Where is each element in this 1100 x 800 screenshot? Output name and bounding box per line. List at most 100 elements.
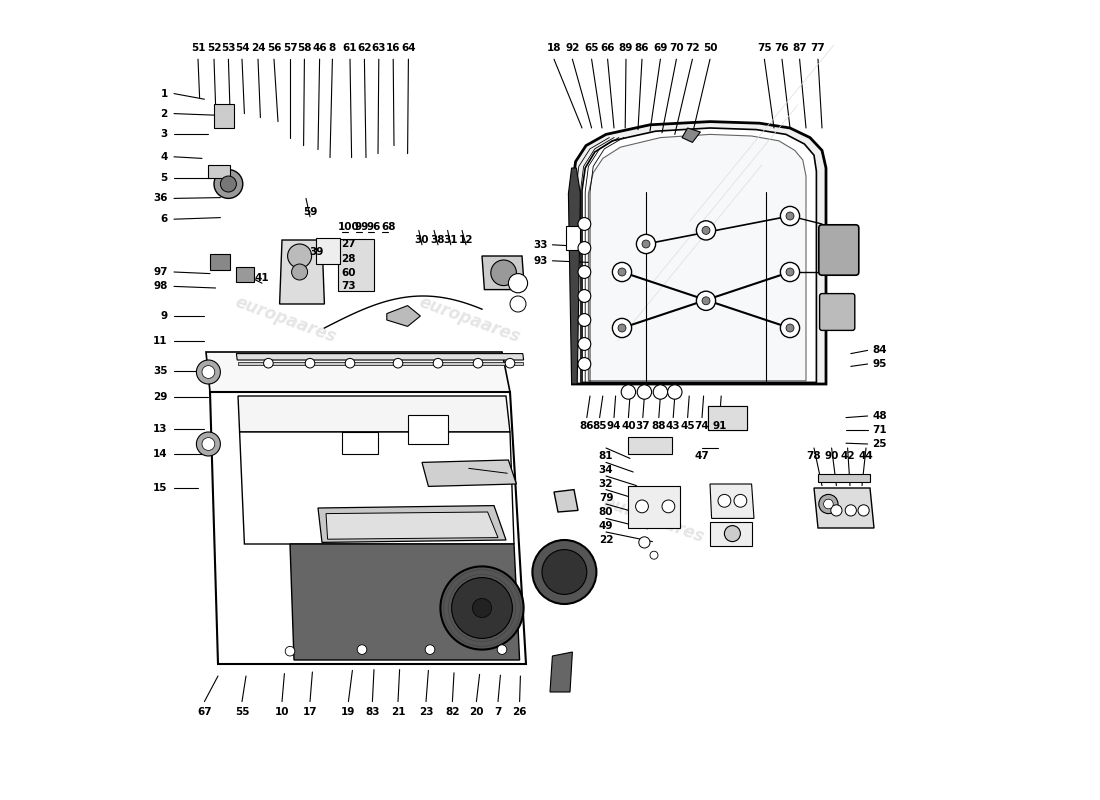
- Circle shape: [824, 499, 833, 509]
- Polygon shape: [240, 432, 514, 544]
- Circle shape: [508, 274, 528, 293]
- Polygon shape: [550, 652, 572, 692]
- Circle shape: [220, 176, 236, 192]
- Circle shape: [491, 260, 516, 286]
- Text: europaares: europaares: [233, 494, 339, 546]
- Text: 22: 22: [598, 535, 614, 545]
- Text: 25: 25: [872, 439, 887, 449]
- Text: 24: 24: [251, 43, 265, 53]
- Polygon shape: [818, 474, 870, 482]
- Bar: [708, 406, 747, 430]
- Circle shape: [780, 206, 800, 226]
- Circle shape: [197, 432, 220, 456]
- Text: 86: 86: [580, 421, 594, 430]
- Text: 5: 5: [161, 173, 167, 182]
- Circle shape: [668, 385, 682, 399]
- Text: 81: 81: [598, 451, 614, 461]
- Circle shape: [426, 645, 434, 654]
- Text: europaares: europaares: [601, 494, 707, 546]
- Polygon shape: [387, 306, 420, 326]
- Polygon shape: [238, 396, 510, 432]
- Polygon shape: [814, 488, 874, 528]
- Polygon shape: [569, 168, 581, 384]
- Circle shape: [642, 240, 650, 248]
- Text: 82: 82: [446, 707, 460, 717]
- Circle shape: [613, 262, 631, 282]
- Circle shape: [780, 262, 800, 282]
- Circle shape: [653, 385, 668, 399]
- Text: 68: 68: [381, 222, 396, 232]
- Polygon shape: [482, 256, 525, 290]
- Circle shape: [433, 358, 443, 368]
- Text: 98: 98: [153, 282, 167, 291]
- Text: europaares: europaares: [601, 294, 707, 346]
- Circle shape: [696, 221, 716, 240]
- Text: 63: 63: [372, 43, 386, 53]
- Polygon shape: [710, 522, 751, 546]
- Circle shape: [472, 598, 492, 618]
- Circle shape: [702, 226, 710, 234]
- Text: 6: 6: [161, 214, 167, 224]
- Circle shape: [618, 268, 626, 276]
- Text: 44: 44: [859, 451, 873, 461]
- Text: 69: 69: [653, 43, 668, 53]
- Circle shape: [578, 266, 591, 278]
- Circle shape: [818, 494, 838, 514]
- Bar: [338, 239, 374, 291]
- Circle shape: [830, 505, 842, 516]
- Text: 41: 41: [255, 274, 270, 283]
- Text: 93: 93: [534, 256, 548, 266]
- Text: 40: 40: [621, 421, 636, 430]
- Text: 37: 37: [636, 421, 650, 430]
- Circle shape: [345, 358, 355, 368]
- Text: 14: 14: [153, 450, 167, 459]
- Text: 62: 62: [358, 43, 372, 53]
- Text: 47: 47: [694, 451, 710, 461]
- Polygon shape: [682, 128, 701, 142]
- Text: 20: 20: [469, 707, 484, 717]
- Text: 15: 15: [153, 483, 167, 493]
- Text: 97: 97: [153, 267, 167, 277]
- Circle shape: [636, 500, 648, 513]
- Circle shape: [202, 438, 215, 450]
- Circle shape: [532, 540, 596, 604]
- Text: 88: 88: [651, 421, 666, 430]
- Circle shape: [786, 268, 794, 276]
- Text: 11: 11: [153, 336, 167, 346]
- Polygon shape: [422, 460, 516, 486]
- Bar: [236, 267, 254, 282]
- Text: 8: 8: [329, 43, 336, 53]
- Text: 75: 75: [757, 43, 772, 53]
- Circle shape: [613, 318, 631, 338]
- Text: 29: 29: [153, 392, 167, 402]
- Circle shape: [858, 505, 869, 516]
- Text: 89: 89: [619, 43, 634, 53]
- Text: 39: 39: [309, 247, 323, 257]
- Text: europaares: europaares: [417, 294, 524, 346]
- Bar: [408, 415, 448, 444]
- Text: 46: 46: [312, 43, 327, 53]
- Text: 42: 42: [840, 451, 855, 461]
- Circle shape: [725, 526, 740, 542]
- Text: 61: 61: [343, 43, 358, 53]
- Text: 90: 90: [824, 451, 839, 461]
- Text: 32: 32: [598, 479, 614, 489]
- Text: 65: 65: [584, 43, 598, 53]
- Circle shape: [578, 242, 591, 254]
- Text: 92: 92: [565, 43, 580, 53]
- Circle shape: [264, 358, 273, 368]
- Circle shape: [578, 358, 591, 370]
- Text: 51: 51: [190, 43, 206, 53]
- Circle shape: [650, 551, 658, 559]
- Text: 94: 94: [607, 421, 621, 430]
- Text: 16: 16: [386, 43, 400, 53]
- Bar: [628, 486, 681, 528]
- Text: 17: 17: [302, 707, 317, 717]
- Circle shape: [618, 324, 626, 332]
- Text: 7: 7: [494, 707, 502, 717]
- Text: 10: 10: [275, 707, 289, 717]
- Text: 50: 50: [703, 43, 717, 53]
- Circle shape: [393, 358, 403, 368]
- Circle shape: [285, 646, 295, 656]
- Polygon shape: [326, 512, 498, 539]
